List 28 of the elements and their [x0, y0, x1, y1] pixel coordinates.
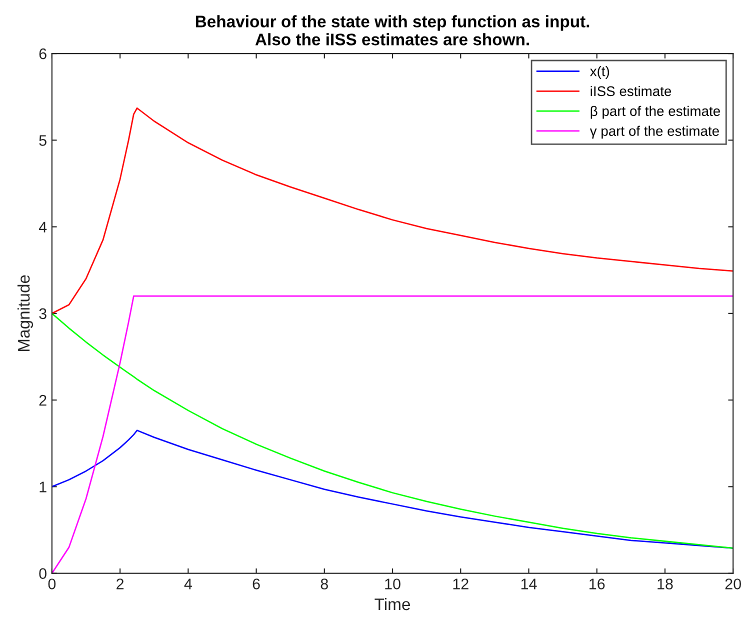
line-series — [52, 430, 734, 549]
chart-title: Behaviour of the state with step function as input. Also the iISS estimates are shown. — [196, 15, 590, 46]
line-series — [52, 312, 734, 549]
line-series — [52, 107, 734, 314]
x-axis-title: Time — [374, 598, 410, 610]
x-tick-label: 6 — [252, 578, 260, 590]
x-tick-label: 14 — [521, 578, 537, 590]
y-tick-label: 1 — [40, 482, 46, 492]
legend-label: iISS estimate — [590, 86, 672, 96]
x-tick-label: 12 — [453, 578, 468, 590]
x-tick-label: 2 — [116, 578, 124, 590]
x-tick-label: 20 — [725, 578, 741, 590]
y-tick-label: 2 — [39, 394, 46, 406]
legend-label: γ part of the estimate — [590, 126, 719, 139]
x-tick-label: 18 — [658, 578, 673, 590]
x-tick-label: 16 — [590, 578, 605, 590]
x-tick-label: 10 — [385, 578, 400, 590]
y-tick-label: 6 — [39, 48, 46, 60]
x-tick-label: 4 — [184, 578, 192, 590]
y-tick-label: 3 — [39, 308, 46, 320]
y-tick-label: 5 — [39, 135, 46, 146]
y-tick-label: 4 — [38, 222, 47, 232]
y-tick-label: 0 — [39, 568, 46, 579]
legend-label: β part of the estimate — [590, 106, 720, 119]
legend-label: x(t) — [590, 66, 610, 79]
x-tick-label: 8 — [320, 578, 328, 590]
y-axis-title: Magnitude — [17, 275, 34, 351]
x-tick-label: 0 — [48, 578, 56, 590]
